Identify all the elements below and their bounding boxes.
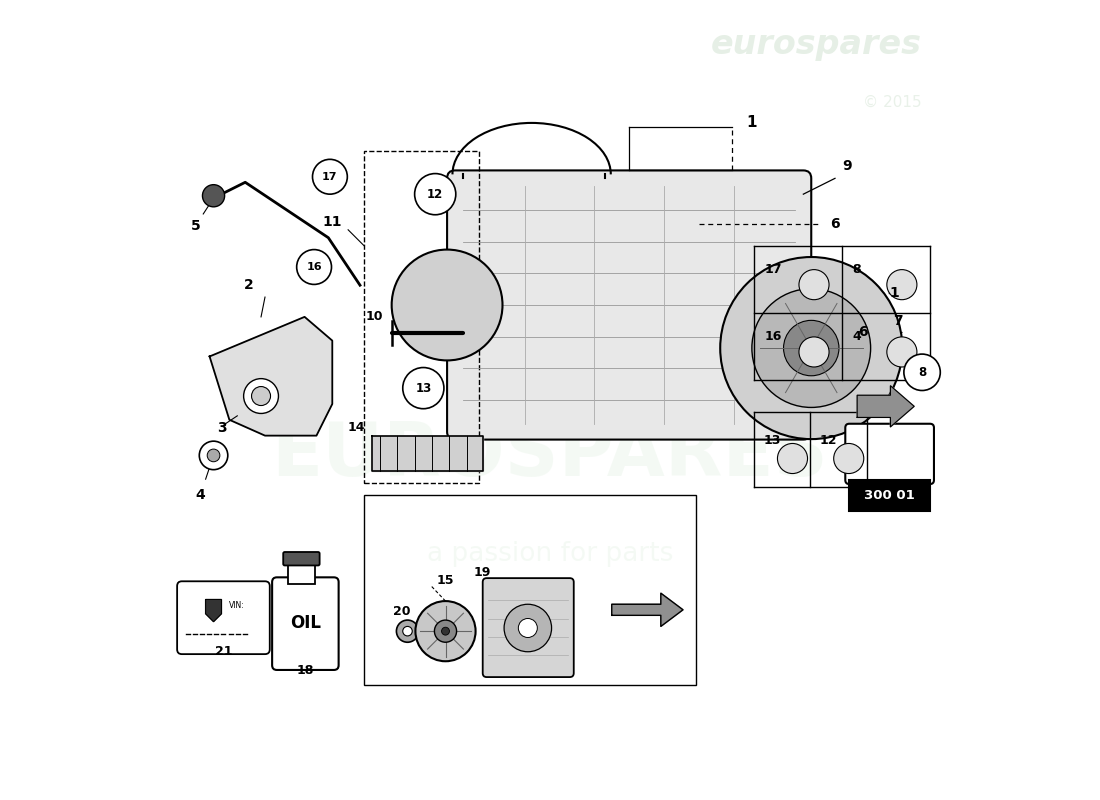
Text: 11: 11 <box>322 215 342 229</box>
FancyBboxPatch shape <box>447 170 812 439</box>
Text: 16: 16 <box>306 262 322 272</box>
FancyBboxPatch shape <box>288 562 315 584</box>
Circle shape <box>799 270 829 300</box>
Circle shape <box>199 441 228 470</box>
Text: eurospares: eurospares <box>711 28 922 61</box>
Circle shape <box>441 627 450 635</box>
Text: 19: 19 <box>474 566 492 579</box>
Circle shape <box>416 601 475 662</box>
FancyBboxPatch shape <box>483 578 574 677</box>
Text: 5: 5 <box>190 219 200 233</box>
Text: 8: 8 <box>852 262 861 276</box>
Text: VIN:: VIN: <box>230 602 245 610</box>
Circle shape <box>518 618 537 638</box>
Polygon shape <box>210 317 332 436</box>
Text: OIL: OIL <box>290 614 321 632</box>
Text: 12: 12 <box>427 188 443 201</box>
Circle shape <box>752 289 870 407</box>
Text: 9: 9 <box>843 159 851 174</box>
Text: 3: 3 <box>217 421 227 434</box>
Circle shape <box>504 604 551 652</box>
Circle shape <box>392 250 503 361</box>
Circle shape <box>403 367 444 409</box>
Text: 13: 13 <box>415 382 431 394</box>
Text: © 2015: © 2015 <box>864 95 922 110</box>
Text: 10: 10 <box>365 310 383 323</box>
Text: 21: 21 <box>216 646 232 658</box>
Circle shape <box>778 443 807 474</box>
Text: 1: 1 <box>747 115 757 130</box>
Circle shape <box>887 270 917 300</box>
Text: 6: 6 <box>830 217 839 231</box>
Text: 12: 12 <box>820 434 837 447</box>
Circle shape <box>252 386 271 406</box>
Circle shape <box>207 449 220 462</box>
Circle shape <box>297 250 331 285</box>
Text: 4: 4 <box>852 330 861 343</box>
Polygon shape <box>857 386 914 427</box>
Polygon shape <box>206 599 221 622</box>
Circle shape <box>312 159 348 194</box>
Circle shape <box>904 354 940 390</box>
Text: 16: 16 <box>764 330 782 343</box>
Circle shape <box>783 320 839 376</box>
Circle shape <box>396 620 419 642</box>
Text: 18: 18 <box>297 664 315 678</box>
Circle shape <box>403 626 412 636</box>
Circle shape <box>243 378 278 414</box>
Circle shape <box>799 337 829 367</box>
FancyBboxPatch shape <box>283 552 320 566</box>
Circle shape <box>434 620 456 642</box>
Text: 20: 20 <box>393 605 410 618</box>
Circle shape <box>720 257 902 439</box>
Text: 17: 17 <box>764 262 782 276</box>
Circle shape <box>202 185 224 207</box>
Circle shape <box>834 443 864 474</box>
Text: 13: 13 <box>763 434 781 447</box>
Text: 2: 2 <box>244 278 254 292</box>
Text: 300 01: 300 01 <box>865 489 915 502</box>
FancyBboxPatch shape <box>177 582 270 654</box>
Text: EUROSPARES: EUROSPARES <box>272 419 828 492</box>
Circle shape <box>887 337 917 367</box>
Text: 1: 1 <box>890 286 900 300</box>
Text: 14: 14 <box>348 422 365 434</box>
Text: 7: 7 <box>893 314 903 328</box>
Text: a passion for parts: a passion for parts <box>427 542 673 567</box>
FancyBboxPatch shape <box>845 424 934 484</box>
Text: 17: 17 <box>322 172 338 182</box>
Polygon shape <box>372 436 483 471</box>
Text: 6: 6 <box>858 326 868 339</box>
Text: 8: 8 <box>918 366 926 378</box>
Polygon shape <box>612 593 683 626</box>
FancyBboxPatch shape <box>272 578 339 670</box>
Bar <box>849 480 930 511</box>
Circle shape <box>415 174 455 214</box>
Text: 4: 4 <box>195 488 205 502</box>
Text: 15: 15 <box>437 574 454 587</box>
